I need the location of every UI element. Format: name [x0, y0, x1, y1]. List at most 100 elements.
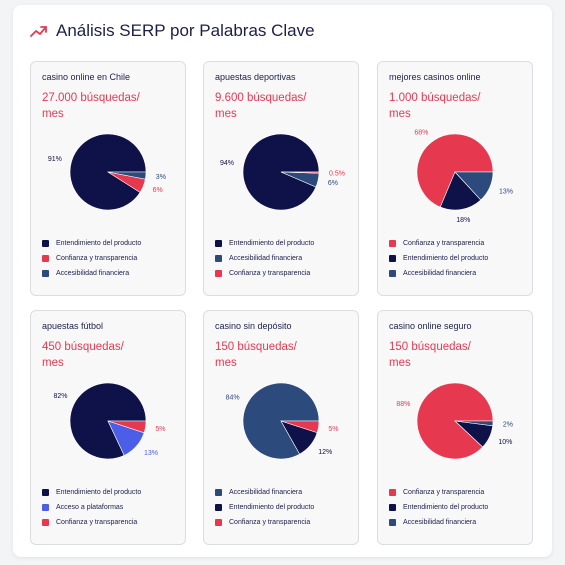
keyword-card: casino sin depósito 150 búsquedas/ mes 84%…	[203, 310, 359, 545]
legend-swatch	[42, 255, 49, 262]
keyword-title: apuestas fútbol	[42, 321, 104, 331]
legend-item: Entendimiento del producto	[215, 500, 314, 515]
legend-item: Accesibilidad financiera	[389, 266, 488, 281]
legend-label: Entendimiento del producto	[403, 255, 489, 262]
legend-item: Confianza y transparencia	[215, 515, 314, 530]
legend-label: Accesibilidad financiera	[403, 270, 477, 277]
search-volume: 1.000 búsquedas/ mes	[389, 92, 481, 120]
legend-item: Entendimiento del producto	[42, 485, 141, 500]
keyword-card: casino online en Chile 27.000 búsquedas/ …	[30, 61, 186, 296]
slice-label: 6%	[153, 187, 163, 194]
legend-swatch	[42, 489, 49, 496]
legend: Accesibilidad financiera Entendimiento de…	[215, 485, 314, 530]
header: Análisis SERP por Palabras Clave	[30, 20, 315, 42]
pie-slice	[280, 171, 320, 174]
legend-swatch	[215, 240, 222, 247]
legend-item: Entendimiento del producto	[42, 236, 141, 251]
legend-swatch	[215, 504, 222, 511]
legend: Confianza y transparencia Entendimiento d…	[389, 485, 488, 530]
legend-label: Confianza y transparencia	[56, 519, 138, 526]
slice-label: 10%	[498, 439, 512, 446]
legend-swatch	[215, 489, 222, 496]
slice-label: 6%	[328, 180, 338, 187]
slice-label: 2%	[503, 422, 513, 429]
slice-label: 5%	[328, 426, 338, 433]
keyword-title: apuestas deportivas	[215, 72, 296, 82]
legend: Entendimiento del producto Confianza y tr…	[42, 236, 141, 281]
keyword-card: apuestas deportivas 9.600 búsquedas/ mes 9…	[203, 61, 359, 296]
legend-swatch	[42, 270, 49, 277]
pie-slice	[416, 133, 494, 208]
pie-chart: 68% 18% 13%	[414, 130, 513, 224]
keyword-card: apuestas fútbol 450 búsquedas/ mes 82% 13% 5…	[30, 310, 186, 545]
legend-label: Entendimiento del producto	[56, 489, 142, 496]
search-volume: 27.000 búsquedas/ mes	[42, 92, 140, 120]
page-title: Análisis SERP por Palabras Clave	[56, 21, 315, 40]
legend-swatch	[42, 504, 49, 511]
legend-label: Confianza y transparencia	[229, 270, 311, 277]
legend-swatch	[389, 255, 396, 262]
pie-slice	[454, 171, 494, 201]
legend-label: Confianza y transparencia	[56, 255, 138, 262]
slice-label: 82%	[53, 393, 67, 400]
slice-label: 68%	[414, 130, 428, 137]
legend: Entendimiento del producto Acceso a plata…	[42, 485, 141, 530]
keyword-card: casino online seguro 150 búsquedas/ mes 88…	[377, 310, 533, 545]
legend-label: Entendimiento del producto	[229, 504, 315, 511]
legend-swatch	[215, 255, 222, 262]
legend-label: Entendimiento del producto	[403, 504, 489, 511]
legend-item: Confianza y transparencia	[389, 236, 488, 251]
legend-swatch	[215, 270, 222, 277]
legend-item: Entendimiento del producto	[215, 236, 314, 251]
pie-chart: 82% 13% 5%	[53, 382, 166, 460]
pie-chart: 88% 10% 2%	[396, 382, 513, 460]
legend-item: Acceso a plataformas	[42, 500, 141, 515]
legend-label: Confianza y transparencia	[403, 240, 485, 247]
pie-chart: 94% 6% 0.5%	[220, 133, 345, 211]
slice-label: 94%	[220, 160, 234, 167]
keyword-title: mejores casinos online	[389, 72, 481, 82]
pie-chart: 91% 6% 3%	[48, 133, 166, 211]
legend: Confianza y transparencia Entendimiento d…	[389, 236, 488, 281]
slice-label: 13%	[499, 189, 513, 196]
legend-item: Entendimiento del producto	[389, 251, 488, 266]
legend-item: Accesibilidad financiera	[215, 485, 314, 500]
search-volume: 450 búsquedas/ mes	[42, 341, 124, 369]
slice-label: 0.5%	[329, 170, 345, 177]
legend-item: Confianza y transparencia	[389, 485, 488, 500]
legend-swatch	[389, 519, 396, 526]
keyword-title: casino online seguro	[389, 321, 472, 331]
slice-label: 13%	[144, 450, 158, 457]
legend-label: Acceso a plataformas	[56, 504, 124, 511]
pie-slice	[280, 420, 320, 434]
legend-label: Accesibilidad financiera	[229, 489, 303, 496]
legend-item: Accesibilidad financiera	[42, 266, 141, 281]
legend-item: Entendimiento del producto	[389, 500, 488, 515]
legend-swatch	[389, 270, 396, 277]
legend-label: Accesibilidad financiera	[229, 255, 303, 262]
legend-label: Accesibilidad financiera	[403, 519, 477, 526]
slice-label: 12%	[318, 449, 332, 456]
pie-slice	[107, 420, 147, 434]
pie-slice	[107, 171, 147, 180]
slice-label: 5%	[155, 426, 165, 433]
legend-label: Accesibilidad financiera	[56, 270, 130, 277]
trending-up-icon	[30, 26, 47, 37]
search-volume: 9.600 búsquedas/ mes	[215, 92, 307, 120]
search-volume: 150 búsquedas/ mes	[389, 341, 471, 369]
pie-chart: 84% 12% 5%	[226, 382, 339, 460]
keyword-title: casino online en Chile	[42, 72, 131, 82]
legend-item: Confianza y transparencia	[42, 251, 141, 266]
search-volume: 150 búsquedas/ mes	[215, 341, 297, 369]
legend-item: Accesibilidad financiera	[215, 251, 314, 266]
pie-slice	[454, 420, 494, 427]
pie-slice	[242, 133, 320, 211]
slice-label: 88%	[396, 401, 410, 408]
legend-swatch	[42, 240, 49, 247]
legend-swatch	[389, 504, 396, 511]
legend-swatch	[389, 489, 396, 496]
legend-item: Confianza y transparencia	[215, 266, 314, 281]
pie-slice	[439, 171, 482, 211]
slice-label: 18%	[456, 217, 470, 224]
legend-label: Confianza y transparencia	[229, 519, 311, 526]
